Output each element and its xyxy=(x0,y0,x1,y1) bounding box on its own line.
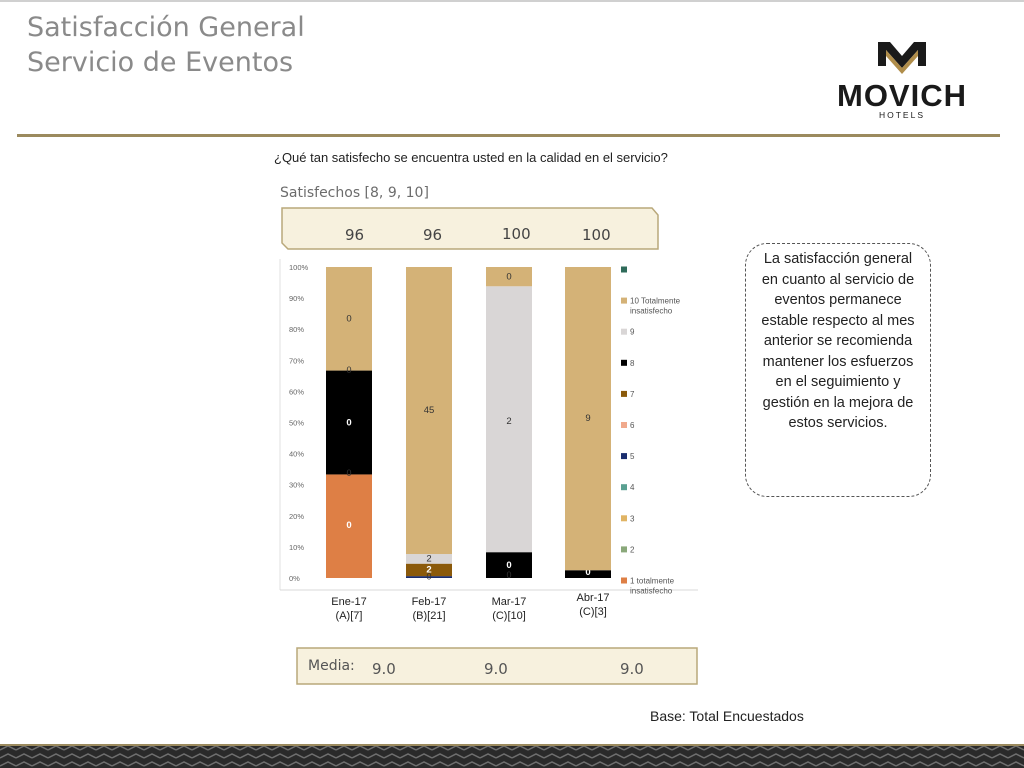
x-category-sublabel: (C)[3] xyxy=(579,606,607,618)
x-category-label: Mar-17 xyxy=(492,596,527,608)
bar-segment xyxy=(326,474,372,578)
legend-label: 6 xyxy=(630,421,635,430)
y-tick-label: 30% xyxy=(289,481,304,490)
legend-swatch xyxy=(621,453,627,460)
base-note: Base: Total Encuestados xyxy=(650,708,804,724)
legend-label: 5 xyxy=(630,452,635,461)
legend-swatch xyxy=(621,297,627,304)
legend-label: insatisfecho xyxy=(630,587,673,596)
bar-segment xyxy=(326,267,372,371)
y-tick-label: 40% xyxy=(289,450,304,459)
media-value-1: 9.0 xyxy=(372,660,396,678)
legend-label: 9 xyxy=(630,328,635,337)
bar-data-label: 0 xyxy=(506,271,511,282)
satisfied-value-ene: 96 xyxy=(345,226,365,244)
top-rule xyxy=(0,0,1024,2)
x-category-sublabel: (B)[21] xyxy=(412,610,445,622)
legend-label: 2 xyxy=(630,545,635,554)
bar-data-label: 0 xyxy=(346,468,351,478)
satisfied-label: Satisfechos [8, 9, 10] xyxy=(280,185,429,201)
legend-label: 10 Totalmente xyxy=(630,297,681,306)
legend-swatch xyxy=(621,359,627,366)
legend-swatch xyxy=(621,577,627,584)
footer-pattern xyxy=(0,744,1024,768)
movich-logo: MOVICH HOTELS xyxy=(837,42,967,120)
y-tick-label: 100% xyxy=(289,263,309,272)
bar-segment xyxy=(486,267,532,287)
legend-label: insatisfecho xyxy=(630,307,673,316)
media-value-2: 9.0 xyxy=(484,660,508,678)
y-tick-label: 0% xyxy=(289,574,300,583)
x-category-label: Ene-17 xyxy=(331,596,366,608)
legend-label: 3 xyxy=(630,514,635,523)
legend-swatch xyxy=(621,328,627,335)
bar-data-label: 2 xyxy=(426,565,431,576)
survey-question: ¿Qué tan satisfecho se encuentra usted e… xyxy=(274,150,668,165)
bar-segment xyxy=(565,570,611,578)
bar-data-label: 9 xyxy=(585,413,590,424)
media-label: Media: xyxy=(308,658,355,674)
legend-swatch xyxy=(621,390,627,397)
bar-segment xyxy=(406,563,452,577)
title-line-2: Servicio de Eventos xyxy=(27,47,294,78)
satisfied-banner xyxy=(281,207,659,250)
satisfied-value-feb: 96 xyxy=(423,226,443,244)
satisfied-value-mar: 100 xyxy=(502,225,531,243)
y-tick-label: 10% xyxy=(289,543,304,552)
logo-tagline: HOTELS xyxy=(879,110,925,120)
x-category-sublabel: (C)[10] xyxy=(492,610,526,622)
bar-segment xyxy=(565,267,611,571)
legend-swatch xyxy=(621,266,627,273)
page-title: Satisfacción General Servicio de Eventos xyxy=(27,10,305,80)
y-tick-label: 80% xyxy=(289,325,304,334)
bar-data-label: 0 xyxy=(346,418,351,429)
media-banner xyxy=(296,647,698,685)
bar-segment xyxy=(326,370,372,475)
legend-label: 1 totalmente xyxy=(630,577,675,586)
legend-swatch xyxy=(621,422,627,428)
y-tick-label: 90% xyxy=(289,294,304,303)
bar-data-label: 0 xyxy=(506,570,511,580)
satisfied-value-abr: 100 xyxy=(582,226,611,244)
bar-segment xyxy=(406,554,452,564)
bar-segment xyxy=(406,576,452,578)
bar-segment xyxy=(486,552,532,578)
legend-label: 4 xyxy=(630,483,635,492)
bar-segment xyxy=(406,267,452,555)
bar-data-label: 0 xyxy=(426,571,431,581)
bar-data-label: 45 xyxy=(424,405,435,416)
logo-mark-icon xyxy=(878,42,926,74)
bar-data-label: 0 xyxy=(346,313,351,324)
bar-data-label: 2 xyxy=(506,416,511,427)
y-tick-label: 70% xyxy=(289,356,304,365)
legend-label: 7 xyxy=(630,390,635,399)
summary-note: La satisfacción general en cuanto al ser… xyxy=(745,243,931,497)
media-value-3: 9.0 xyxy=(620,660,644,678)
bar-data-label: 0 xyxy=(506,560,511,571)
legend-swatch xyxy=(621,546,627,553)
legend-swatch xyxy=(621,484,627,491)
bar-data-label: 0 xyxy=(346,365,351,375)
y-tick-label: 60% xyxy=(289,387,304,396)
header-rule xyxy=(17,134,1000,137)
x-category-label: Abr-17 xyxy=(576,592,609,604)
x-category-sublabel: (A)[7] xyxy=(336,610,363,622)
title-line-1: Satisfacción General xyxy=(27,12,305,43)
legend-swatch xyxy=(621,515,627,522)
bar-data-label: 2 xyxy=(426,554,431,565)
legend-label: 8 xyxy=(630,359,635,368)
y-tick-label: 50% xyxy=(289,419,304,428)
x-category-label: Feb-17 xyxy=(412,596,447,608)
bar-segment xyxy=(486,286,532,553)
y-tick-label: 20% xyxy=(289,512,304,521)
bar-data-label: 0 xyxy=(585,567,590,578)
logo-name: MOVICH xyxy=(837,78,967,113)
bar-data-label: 0 xyxy=(346,520,351,531)
